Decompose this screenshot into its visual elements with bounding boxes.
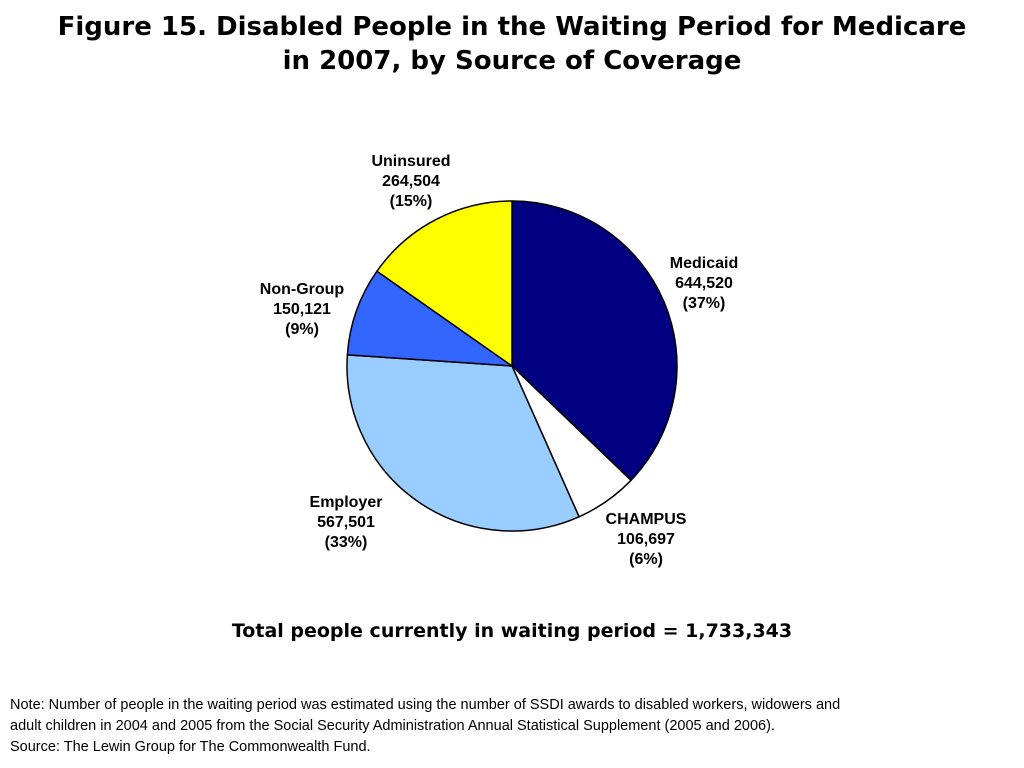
slice-name: Employer [309, 494, 383, 511]
chart-title-line-1: Figure 15. Disabled People in the Waitin… [57, 12, 967, 42]
slice-percent: (9%) [285, 321, 319, 338]
slice-value: 644,520 [675, 275, 733, 292]
slice-label-medicaid: Medicaid 644,520 (37%) [624, 254, 784, 314]
slice-percent: (6%) [629, 551, 663, 568]
slice-value: 150,121 [273, 301, 331, 318]
source-line: Source: The Lewin Group for The Commonwe… [10, 739, 371, 755]
slice-name: Uninsured [371, 153, 451, 170]
slice-label-employer: Employer 567,501 (33%) [266, 493, 426, 553]
footnote: Note: Number of people in the waiting pe… [10, 695, 1010, 758]
pie-slice-non-group [346, 270, 513, 367]
slice-value: 264,504 [382, 173, 440, 190]
slice-value: 567,501 [317, 514, 375, 531]
chart-title-line-2: in 2007, by Source of Coverage [282, 46, 742, 76]
note-line-1: Note: Number of people in the waiting pe… [10, 697, 841, 713]
pie-slice-uninsured [376, 200, 513, 367]
chart-title: Figure 15. Disabled People in the Waitin… [20, 10, 1004, 78]
note-line-2: adult children in 2004 and 2005 from the… [10, 718, 775, 734]
slice-label-non-group: Non-Group 150,121 (9%) [222, 280, 382, 340]
slice-name: CHAMPUS [605, 511, 687, 528]
pie-slice-employer [346, 354, 580, 532]
total-text: Total people currently in waiting period… [231, 620, 793, 642]
slice-name: Non-Group [259, 281, 345, 298]
pie-slice-medicaid [511, 200, 678, 482]
slice-label-uninsured: Uninsured 264,504 (15%) [331, 152, 491, 212]
slice-label-champus: CHAMPUS 106,697 (6%) [566, 510, 726, 570]
slice-name: Medicaid [669, 255, 739, 272]
slice-percent: (15%) [389, 193, 433, 210]
slice-value: 106,697 [617, 531, 675, 548]
slice-percent: (33%) [324, 534, 368, 551]
slice-percent: (37%) [682, 295, 726, 312]
